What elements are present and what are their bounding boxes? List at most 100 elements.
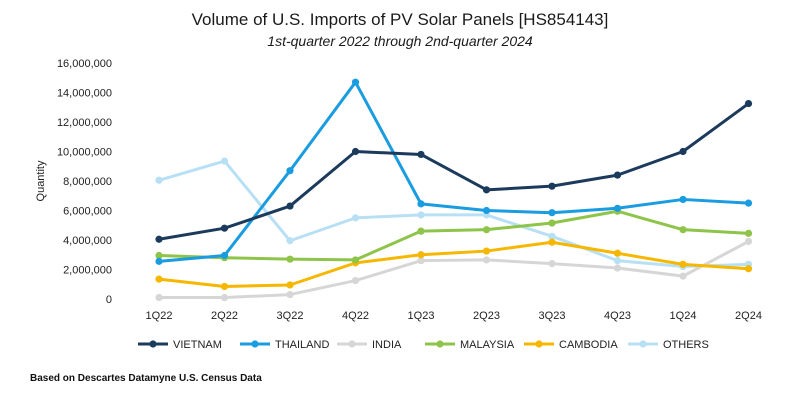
data-point-vietnam (679, 147, 687, 156)
data-point-malaysia (679, 226, 687, 234)
series-line-malaysia (157, 209, 750, 262)
y-axis-label: Quantity (35, 160, 47, 201)
data-point-others (613, 257, 622, 265)
data-point-malaysia (286, 255, 294, 263)
data-point-malaysia (744, 229, 753, 237)
data-point-cambodia (744, 265, 753, 273)
y-tick-label: 6,000,000 (63, 206, 112, 218)
data-point-others (155, 176, 163, 184)
data-point-india (679, 272, 687, 280)
legend-swatch-marker (535, 340, 543, 348)
data-point-thailand (679, 195, 687, 204)
series-malaysia (155, 207, 753, 264)
legend-label: CAMBODIA (559, 339, 618, 351)
legend-label: THAILAND (275, 339, 329, 351)
data-point-others (351, 214, 360, 222)
series-lines (155, 78, 753, 302)
data-point-cambodia (155, 275, 163, 283)
data-point-malaysia (155, 251, 163, 260)
data-point-others (548, 232, 556, 240)
y-tick-label: 2,000,000 (63, 265, 112, 277)
x-tick-label: 1Q24 (670, 310, 697, 322)
data-point-thailand (613, 204, 622, 212)
x-tick-label: 1Q23 (408, 310, 435, 322)
legend-item-india: INDIA (337, 339, 402, 351)
data-point-india (155, 293, 163, 302)
y-tick-label: 14,000,000 (57, 88, 112, 100)
legend-swatch-marker (436, 340, 444, 348)
data-point-thailand (417, 200, 425, 208)
data-point-thailand (351, 78, 360, 86)
data-point-cambodia (613, 249, 622, 257)
series-line-cambodia (157, 240, 750, 288)
x-tick-label: 1Q22 (146, 310, 173, 322)
data-point-others (286, 237, 294, 245)
data-point-india (220, 293, 229, 302)
x-tick-label: 2Q23 (473, 310, 500, 322)
axes: Quantity 0 2,000,000 4,000,000 6,000,000 8,00… (35, 58, 762, 322)
data-point-others (417, 211, 425, 219)
legend-label: INDIA (372, 339, 402, 351)
data-point-thailand (744, 199, 753, 207)
data-point-india (351, 276, 360, 285)
data-point-vietnam (482, 186, 491, 194)
data-point-thailand (155, 257, 163, 265)
x-tick-label: 3Q23 (539, 310, 566, 322)
data-point-india (417, 257, 425, 265)
data-point-cambodia (286, 281, 294, 289)
data-point-others (220, 157, 229, 165)
x-tick-label: 4Q23 (604, 310, 631, 322)
data-point-india (286, 290, 294, 299)
legend: VIETNAM THAILAND INDIA MALAYSIA CAMBODIA OTHE… (138, 339, 709, 351)
series-india (155, 237, 753, 302)
data-point-vietnam (220, 224, 229, 232)
y-tick-label: 8,000,000 (63, 176, 112, 188)
chart-title: Volume of U.S. Imports of PV Solar Panel… (191, 10, 609, 29)
data-point-cambodia (679, 260, 687, 268)
series-line-vietnam (157, 102, 750, 241)
data-point-india (548, 260, 556, 268)
data-point-vietnam (286, 202, 294, 210)
data-point-malaysia (351, 256, 360, 264)
data-point-malaysia (417, 227, 425, 235)
legend-label: OTHERS (663, 339, 709, 351)
data-point-thailand (548, 209, 556, 217)
series-vietnam (155, 99, 753, 243)
data-point-india (613, 264, 622, 272)
source-note: Based on Descartes Datamyne U.S. Census … (30, 373, 262, 384)
legend-swatch-marker (639, 340, 647, 348)
data-point-cambodia (482, 247, 491, 255)
legend-label: MALAYSIA (460, 339, 515, 351)
legend-item-vietnam: VIETNAM (138, 339, 222, 351)
series-line-india (157, 239, 750, 300)
x-tick-label: 2Q22 (211, 310, 238, 322)
data-point-vietnam (417, 150, 425, 159)
legend-item-thailand: THAILAND (240, 339, 329, 351)
data-point-cambodia (220, 282, 229, 291)
data-point-thailand (286, 167, 294, 175)
legend-label: VIETNAM (173, 339, 222, 351)
data-point-vietnam (155, 235, 163, 243)
chart-subtitle: 1st-quarter 2022 through 2nd-quarter 202… (267, 33, 533, 49)
data-point-vietnam (351, 147, 360, 156)
legend-swatch-marker (348, 340, 356, 348)
data-point-cambodia (417, 251, 425, 259)
series-line-thailand (157, 80, 750, 263)
data-point-india (482, 256, 491, 264)
series-line-others (157, 159, 750, 269)
data-point-vietnam (744, 99, 753, 108)
x-tick-label: 4Q22 (342, 310, 369, 322)
data-point-malaysia (482, 226, 491, 234)
legend-item-malaysia: MALAYSIA (425, 339, 515, 351)
legend-item-others: OTHERS (628, 339, 709, 351)
y-tick-label: 4,000,000 (63, 235, 112, 247)
data-point-thailand (220, 251, 229, 260)
legend-swatch-marker (149, 340, 157, 348)
y-tick-label: 10,000,000 (57, 147, 112, 159)
data-point-vietnam (548, 182, 556, 190)
legend-swatch-marker (251, 340, 259, 348)
data-point-cambodia (548, 238, 556, 246)
data-point-malaysia (548, 219, 556, 227)
x-tick-label: 3Q22 (277, 310, 304, 322)
